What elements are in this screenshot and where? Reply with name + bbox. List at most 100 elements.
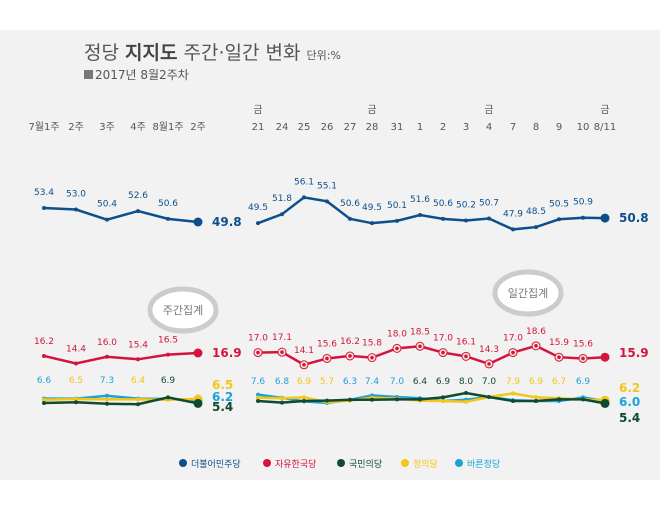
x-tick-label: 2: [440, 122, 446, 133]
data-label: 50.1: [387, 201, 407, 211]
data-label: 14.1: [294, 346, 314, 356]
data-point-core: [256, 350, 260, 355]
data-point-core: [348, 354, 352, 358]
data-label: 6.4: [413, 377, 428, 387]
final-value-label: 6.2: [619, 381, 640, 395]
data-point: [441, 216, 445, 221]
x-tick-label: 3: [463, 122, 469, 133]
x-tick-label: 31: [391, 122, 404, 133]
data-point: [557, 397, 561, 402]
data-label: 50.6: [433, 199, 453, 209]
data-label: 7.0: [390, 377, 405, 387]
data-point: [441, 399, 445, 403]
data-point: [280, 396, 284, 401]
data-point: [441, 395, 445, 400]
data-label: 6.8: [275, 377, 290, 387]
data-point: [581, 215, 585, 220]
data-point: [193, 398, 203, 408]
data-label: 15.4: [128, 340, 148, 350]
legend-label: 정의당: [413, 459, 438, 470]
data-point: [166, 216, 170, 221]
data-label: 17.1: [272, 333, 292, 343]
day-mark: 금: [253, 104, 262, 116]
data-point-core: [534, 344, 538, 348]
data-label: 50.6: [340, 199, 360, 209]
data-point: [348, 216, 352, 221]
data-label: 18.6: [526, 327, 546, 337]
page-title: 정당 지지도 주간·일간 변화 단위:%: [84, 42, 341, 64]
data-point: [256, 399, 260, 403]
data-label: 6.9: [161, 376, 176, 386]
data-point: [534, 225, 538, 230]
data-label: 56.1: [294, 177, 314, 187]
data-point: [534, 395, 538, 400]
data-label: 16.1: [456, 337, 476, 347]
x-tick-label: 8/11: [594, 122, 616, 133]
subtitle: 2017년 8월2주차: [84, 66, 189, 83]
series-line-국민의당: [257, 391, 606, 405]
data-point: [302, 195, 306, 200]
x-tick-label: 9: [556, 122, 562, 133]
data-label: 15.9: [549, 338, 569, 348]
data-point: [280, 212, 284, 217]
data-point: [256, 395, 260, 400]
data-label: 6.4: [131, 376, 146, 386]
square-icon: [84, 70, 93, 79]
data-point: [395, 218, 399, 223]
data-point-core: [418, 344, 422, 349]
data-label: 7.9: [506, 377, 521, 387]
data-point-core: [302, 362, 306, 367]
x-tick-label: 1: [417, 122, 423, 133]
data-label: 5.7: [320, 377, 334, 387]
bubble-label-weekly: 주간집계: [163, 304, 203, 317]
x-tick-label: 24: [276, 122, 289, 133]
data-point: [534, 399, 538, 403]
data-label: 17.0: [248, 334, 268, 344]
data-label: 17.0: [503, 334, 523, 344]
data-label: 6.9: [297, 377, 312, 387]
x-tick-label: 8월1주: [152, 121, 183, 133]
final-value-label: 15.9: [619, 346, 649, 360]
final-value-label: 6.0: [619, 395, 640, 409]
data-point: [74, 400, 78, 405]
data-point: [581, 397, 585, 402]
day-mark: 금: [484, 104, 493, 116]
data-point: [193, 217, 203, 227]
data-label: 15.8: [362, 339, 382, 349]
data-point: [105, 354, 109, 359]
data-label: 51.8: [272, 194, 292, 204]
data-point: [42, 353, 46, 358]
data-label: 16.2: [340, 337, 360, 347]
data-point: [395, 397, 399, 402]
data-point: [370, 221, 374, 226]
x-tick-label: 28: [366, 122, 379, 133]
x-tick-label: 25: [298, 122, 311, 133]
data-label: 16.2: [34, 337, 54, 347]
legend-label: 바른정당: [467, 459, 500, 470]
data-point: [600, 213, 610, 223]
data-point-core: [511, 350, 515, 355]
legend-label: 자유한국당: [275, 459, 316, 470]
data-label: 53.0: [66, 190, 86, 200]
legend-marker: [401, 459, 409, 467]
x-tick-label: 26: [321, 122, 334, 133]
data-label: 6.9: [436, 377, 451, 387]
data-point: [348, 397, 352, 402]
data-label: 48.5: [526, 207, 546, 217]
data-label: 55.1: [317, 181, 337, 191]
data-point: [418, 212, 422, 217]
data-point-core: [581, 356, 585, 361]
bubble-daily: [492, 269, 564, 317]
x-tick-label: 10: [577, 122, 590, 133]
data-label: 15.6: [317, 339, 337, 349]
data-point: [136, 402, 140, 407]
data-label: 14.3: [479, 345, 499, 355]
x-tick-label: 4: [486, 122, 492, 133]
data-label: 50.4: [97, 200, 117, 210]
data-point: [325, 398, 329, 403]
data-label: 8.0: [459, 377, 474, 387]
data-label: 6.5: [69, 376, 83, 386]
legend-marker: [337, 459, 345, 467]
